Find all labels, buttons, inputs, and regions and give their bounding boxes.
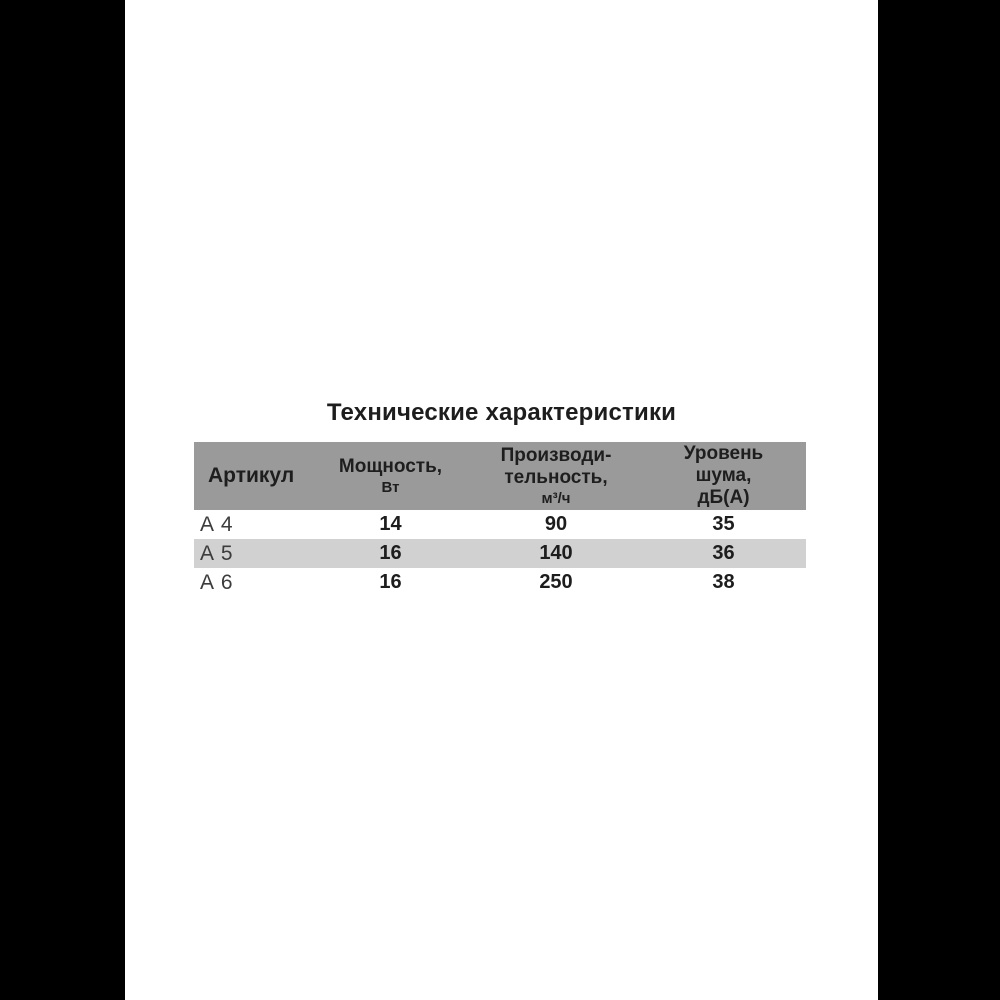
header-capacity: Производи- тельность, м³/ч [471, 445, 641, 508]
header-capacity-line1: Производи- [500, 444, 612, 466]
table-row: А 5 16 140 36 [194, 539, 806, 568]
header-noise-line1: Уровень [683, 443, 764, 464]
header-noise-unit: дБ(А) [697, 487, 750, 508]
left-black-bar [0, 0, 125, 1000]
power-cell: 16 [379, 571, 402, 593]
header-power-unit: Вт [381, 478, 400, 496]
header-capacity-unit: м³/ч [541, 489, 571, 507]
power-cell: 16 [379, 542, 402, 564]
article-cell: А 4 [200, 512, 234, 536]
header-article: Артикул [208, 464, 295, 487]
header-noise-line2: шума, [695, 465, 752, 486]
table-header-row: Артикул Мощность, Вт Производи- тельност… [194, 442, 806, 510]
capacity-cell: 140 [539, 542, 573, 564]
header-capacity-line2: тельность, [504, 466, 608, 488]
article-cell: А 5 [200, 541, 234, 565]
table-row: А 4 14 90 35 [194, 510, 806, 539]
right-black-bar [878, 0, 1000, 1000]
noise-cell: 36 [712, 542, 735, 564]
spec-table: Артикул Мощность, Вт Производи- тельност… [194, 442, 806, 597]
power-cell: 14 [379, 513, 402, 535]
noise-cell: 35 [712, 513, 735, 535]
header-power: Мощность, Вт [310, 456, 471, 497]
noise-cell: 38 [712, 571, 735, 593]
article-cell: А 6 [200, 570, 234, 594]
header-noise: Уровень шума, дБ(А) [641, 443, 806, 509]
table-row: А 6 16 250 38 [194, 568, 806, 597]
capacity-cell: 250 [539, 571, 573, 593]
header-power-line1: Мощность, [338, 455, 443, 477]
capacity-cell: 90 [544, 513, 568, 535]
page-title: Технические характеристики [326, 399, 677, 426]
